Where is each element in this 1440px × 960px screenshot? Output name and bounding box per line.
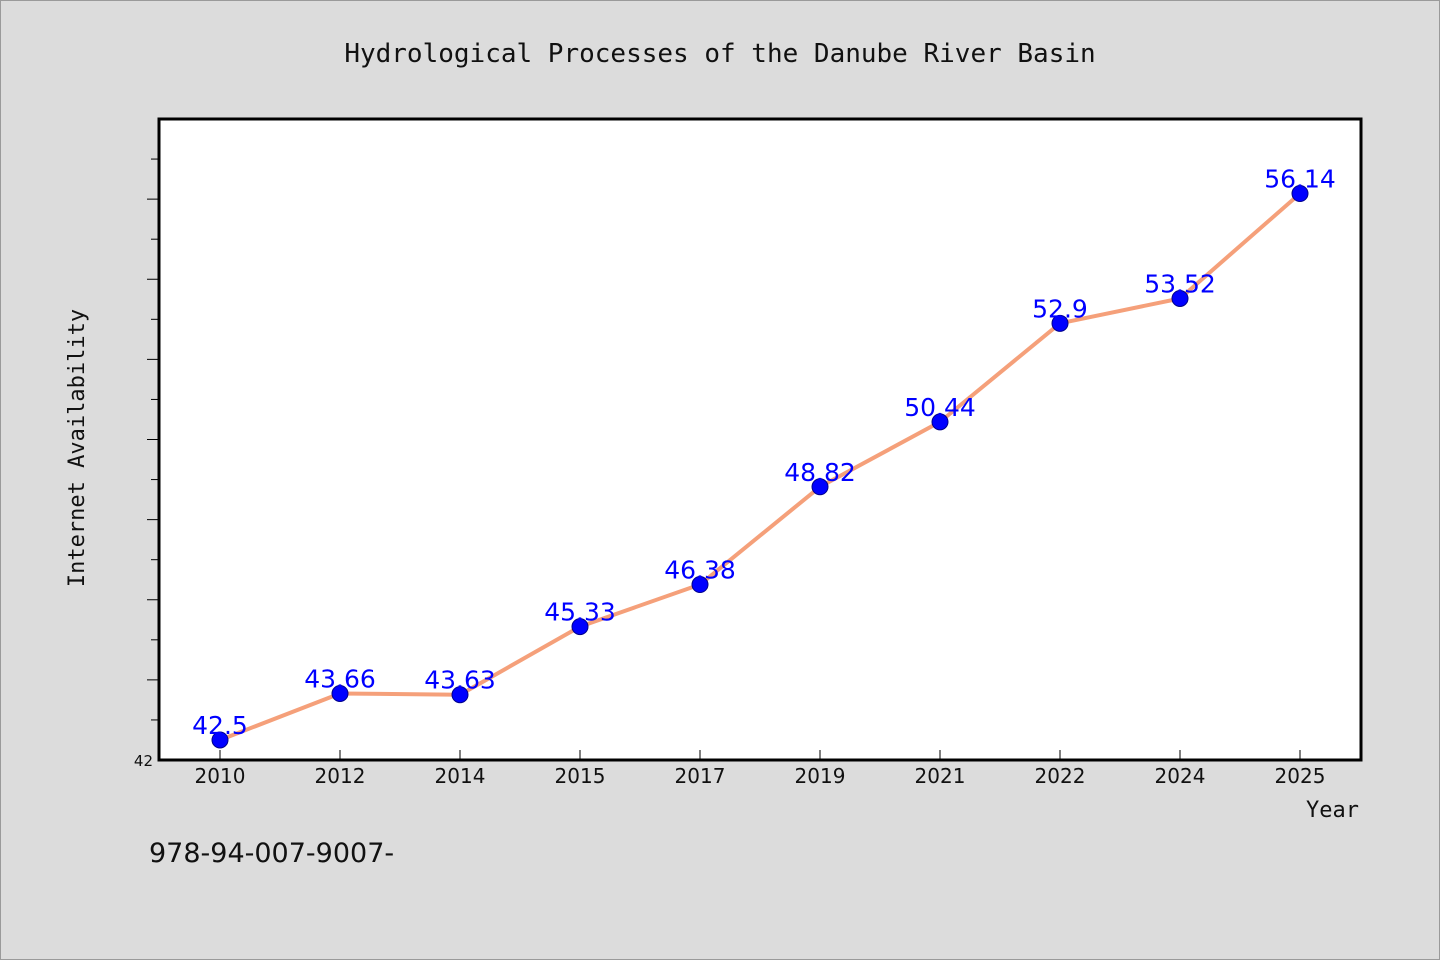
series-markers <box>211 185 1309 749</box>
data-point <box>931 413 949 431</box>
data-point <box>211 731 229 749</box>
x-tick-label: 2014 <box>435 764 486 788</box>
data-point <box>1051 314 1069 332</box>
data-label: 52.9 <box>1032 294 1088 323</box>
y-axis-title: Internet Availability <box>65 309 90 587</box>
x-tick-label: 2019 <box>795 764 846 788</box>
data-label: 48.82 <box>784 458 856 487</box>
data-point <box>451 686 469 704</box>
data-labels: 42.5 43.66 43.63 45.33 46.38 48.82 50.44 52.9 53… <box>192 165 1336 740</box>
data-label: 43.63 <box>424 666 496 695</box>
data-point <box>571 618 589 636</box>
chart-title: Hydrological Processes of the Danube Riv… <box>344 39 1095 69</box>
data-point <box>691 576 709 594</box>
data-point <box>1171 289 1189 307</box>
x-tick-label: 2024 <box>1155 764 1206 788</box>
x-axis: 2010 2012 2014 2015 2017 2019 2021 2022 2024 2025 <box>195 750 1326 788</box>
data-label: 45.33 <box>544 598 616 627</box>
data-point <box>331 684 349 702</box>
y-axis: 42 <box>134 158 159 770</box>
isbn-footer: 978-94-007-9007- <box>149 838 394 869</box>
x-axis-title: Year <box>1306 798 1359 823</box>
x-tick-label: 2015 <box>555 764 606 788</box>
data-label: 46.38 <box>664 556 736 585</box>
data-label: 56.14 <box>1264 165 1336 194</box>
plot-area <box>157 117 1363 762</box>
y-tick-label: 42 <box>134 752 153 770</box>
data-label: 50.44 <box>904 393 976 422</box>
data-point <box>1291 185 1309 203</box>
series-line <box>219 192 1302 742</box>
data-label: 43.66 <box>304 664 376 693</box>
x-tick-label: 2017 <box>675 764 726 788</box>
x-tick-label: 2010 <box>195 764 246 788</box>
data-label: 42.5 <box>192 711 248 740</box>
x-tick-label: 2022 <box>1035 764 1086 788</box>
x-tick-label: 2021 <box>915 764 966 788</box>
x-tick-label: 2025 <box>1275 764 1326 788</box>
data-point <box>811 478 829 496</box>
x-tick-label: 2012 <box>315 764 366 788</box>
data-label: 53.52 <box>1144 269 1216 298</box>
